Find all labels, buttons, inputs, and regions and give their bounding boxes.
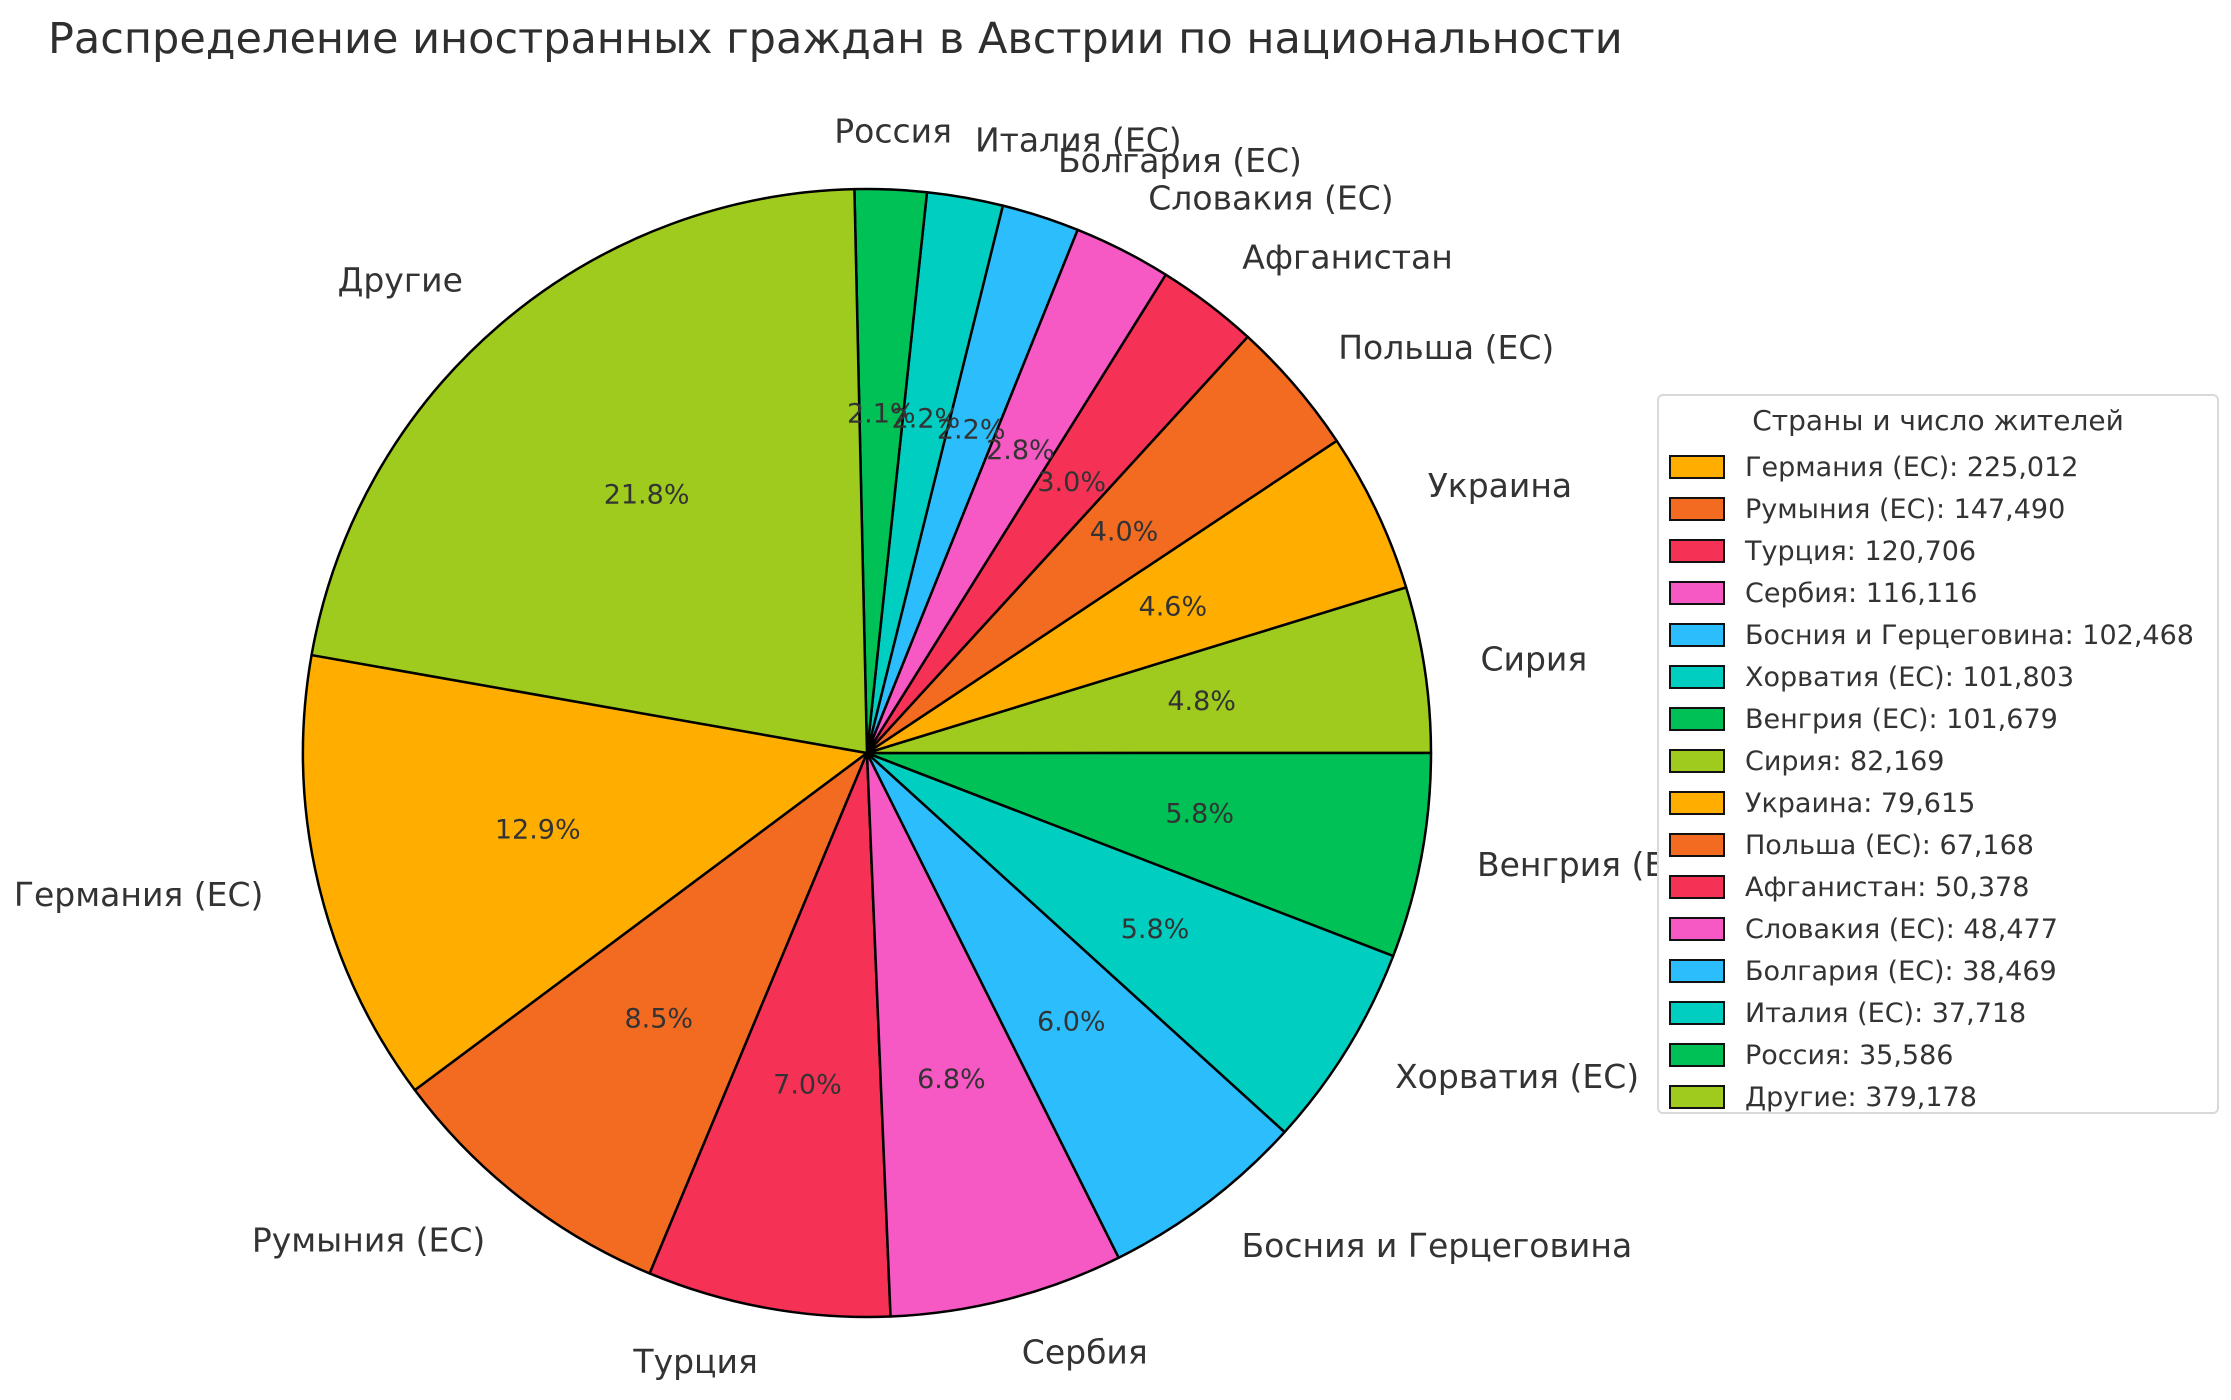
- pie-slice-украина: [865, 439, 1408, 755]
- legend-item: Турция: 120,706: [1669, 530, 1976, 572]
- pct-label-россия: 2.1%: [847, 398, 916, 429]
- slice-label-германия-ес: Германия (ЕС): [14, 875, 264, 914]
- chart-title: Распределение иностранных граждан в Авст…: [48, 14, 1623, 64]
- legend-text: Сербия: 116,116: [1745, 577, 1978, 609]
- pct-label-венгрия-ес: 5.8%: [1165, 798, 1234, 829]
- pie-slice-другие: [310, 187, 869, 755]
- legend-text: Босния и Герцеговина: 102,468: [1745, 619, 2194, 651]
- legend-swatch: [1669, 1085, 1725, 1109]
- pie-slice-сербия: [865, 751, 1120, 1318]
- slice-label-другие: Другие: [338, 261, 463, 300]
- legend-text: Сирия: 82,169: [1745, 745, 1945, 777]
- legend-swatch: [1669, 623, 1725, 647]
- pct-label-другие: 21.8%: [604, 480, 690, 511]
- legend-item: Германия (ЕС): 225,012: [1669, 446, 2078, 488]
- chart-legend: Страны и число жителей Германия (ЕС): 22…: [1657, 394, 2219, 1114]
- slice-label-афганистан: Афганистан: [1242, 237, 1453, 276]
- pct-label-босния-и-герцеговина: 6.0%: [1037, 1006, 1106, 1037]
- slice-label-словакия-ес: Словакия (ЕС): [1148, 179, 1393, 218]
- pct-label-афганистан: 3.0%: [1037, 467, 1106, 498]
- pct-label-сербия: 6.8%: [917, 1064, 986, 1095]
- legend-item: Босния и Герцеговина: 102,468: [1669, 614, 2194, 656]
- pie-slice-венгрия-ес: [865, 751, 1433, 958]
- legend-title: Страны и число жителей: [1752, 404, 2124, 437]
- legend-item: Украина: 79,615: [1669, 782, 1975, 824]
- legend-swatch: [1669, 539, 1725, 563]
- pct-label-польша-ес: 4.0%: [1090, 516, 1159, 547]
- legend-text: Польша (ЕС): 67,168: [1745, 829, 2034, 861]
- pct-label-германия-ес: 12.9%: [495, 815, 581, 846]
- legend-swatch: [1669, 875, 1725, 899]
- legend-item: Другие: 379,178: [1669, 1076, 1977, 1118]
- legend-item: Польша (ЕС): 67,168: [1669, 824, 2034, 866]
- legend-item: Словакия (ЕС): 48,477: [1669, 908, 2058, 950]
- pct-label-болгария-ес: 2.2%: [937, 415, 1006, 446]
- legend-text: Хорватия (ЕС): 101,803: [1745, 661, 2075, 693]
- legend-text: Афганистан: 50,378: [1745, 871, 2030, 903]
- legend-text: Германия (ЕС): 225,012: [1745, 451, 2079, 483]
- legend-item: Афганистан: 50,378: [1669, 866, 2029, 908]
- legend-swatch: [1669, 497, 1725, 521]
- slice-label-болгария-ес: Болгария (ЕС): [1058, 141, 1302, 180]
- slice-label-сербия: Сербия: [1022, 1332, 1148, 1371]
- slice-label-сирия: Сирия: [1481, 639, 1588, 678]
- pie-slice-хорватия-ес: [865, 751, 1395, 1134]
- legend-swatch: [1669, 917, 1725, 941]
- pct-label-сирия: 4.8%: [1167, 686, 1236, 717]
- pct-label-румыния-ес: 8.5%: [624, 1003, 693, 1034]
- pie-slice-турция: [648, 751, 892, 1319]
- legend-swatch: [1669, 707, 1725, 731]
- legend-text: Россия: 35,586: [1745, 1039, 1954, 1071]
- legend-swatch: [1669, 833, 1725, 857]
- pct-label-хорватия-ес: 5.8%: [1121, 914, 1190, 945]
- legend-swatch: [1669, 581, 1725, 605]
- pct-label-италия-ес: 2.2%: [892, 403, 961, 434]
- legend-text: Другие: 379,178: [1745, 1081, 1977, 1113]
- legend-text: Италия (ЕС): 37,718: [1745, 997, 2027, 1029]
- pie-slice-босния-и-герцеговина: [865, 751, 1286, 1259]
- slice-label-украина: Украина: [1428, 466, 1572, 505]
- slice-label-румыния-ес: Румыния (ЕС): [252, 1221, 485, 1260]
- legend-item: Венгрия (ЕС): 101,679: [1669, 698, 2058, 740]
- legend-swatch: [1669, 959, 1725, 983]
- pie-slice-румыния-ес: [413, 751, 869, 1275]
- legend-swatch: [1669, 665, 1725, 689]
- legend-item: Хорватия (ЕС): 101,803: [1669, 656, 2074, 698]
- legend-item: Сербия: 116,116: [1669, 572, 1977, 614]
- pie-slice-сирия: [865, 586, 1433, 755]
- legend-swatch: [1669, 749, 1725, 773]
- legend-text: Болгария (ЕС): 38,469: [1745, 955, 2057, 987]
- legend-item: Болгария (ЕС): 38,469: [1669, 950, 2057, 992]
- legend-item: Румыния (ЕС): 147,490: [1669, 488, 2065, 530]
- pct-label-турция: 7.0%: [773, 1070, 842, 1101]
- legend-text: Румыния (ЕС): 147,490: [1745, 493, 2066, 525]
- slice-label-хорватия-ес: Хорватия (ЕС): [1395, 1057, 1639, 1096]
- slice-label-италия-ес: Италия (ЕС): [975, 121, 1182, 160]
- legend-text: Словакия (ЕС): 48,477: [1745, 913, 2058, 945]
- legend-swatch: [1669, 455, 1725, 479]
- legend-item: Италия (ЕС): 37,718: [1669, 992, 2026, 1034]
- slice-label-польша-ес: Польша (ЕС): [1338, 328, 1554, 367]
- pct-label-словакия-ес: 2.8%: [986, 435, 1055, 466]
- legend-text: Венгрия (ЕС): 101,679: [1745, 703, 2058, 735]
- legend-item: Россия: 35,586: [1669, 1034, 1953, 1076]
- legend-swatch: [1669, 1001, 1725, 1025]
- slice-label-россия: Россия: [834, 112, 952, 151]
- legend-text: Украина: 79,615: [1745, 787, 1976, 819]
- slice-label-турция: Турция: [632, 1342, 757, 1381]
- slice-label-босния-и-герцеговина: Босния и Герцеговина: [1242, 1226, 1633, 1265]
- legend-item: Сирия: 82,169: [1669, 740, 1944, 782]
- pie-slice-германия-ес: [301, 653, 869, 1092]
- legend-swatch: [1669, 791, 1725, 815]
- legend-text: Турция: 120,706: [1745, 535, 1977, 567]
- pct-label-украина: 4.6%: [1139, 592, 1208, 623]
- legend-swatch: [1669, 1043, 1725, 1067]
